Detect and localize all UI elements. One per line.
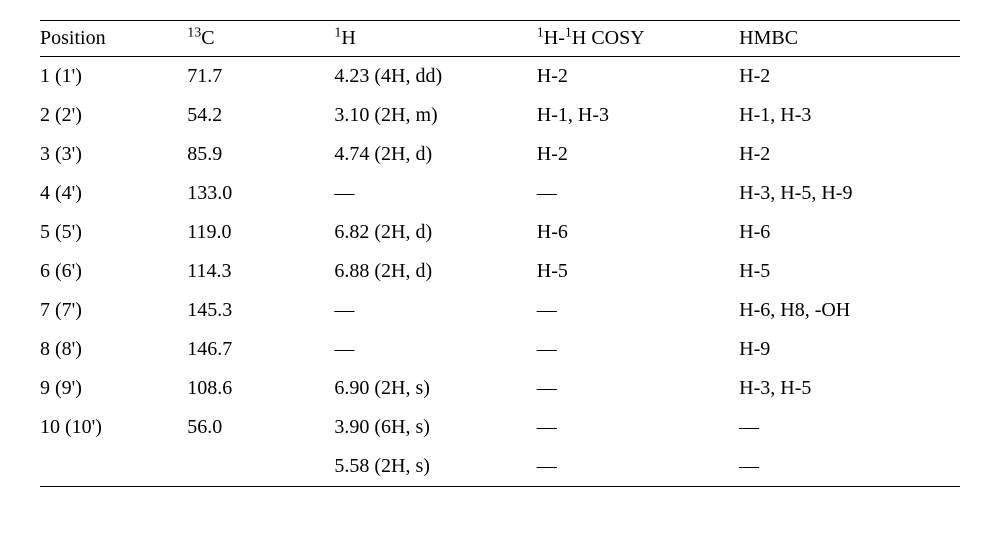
col-header-1h: 1H (334, 21, 536, 57)
table-row: 2 (2')54.23.10 (2H, m)H-1, H-3H-1, H-3 (40, 96, 960, 135)
table-cell: H-6, H8, -OH (739, 291, 960, 330)
table-cell: 4.23 (4H, dd) (334, 57, 536, 97)
table-row: 4 (4')133.0——H-3, H-5, H-9 (40, 174, 960, 213)
table-cell: 4.74 (2H, d) (334, 135, 536, 174)
col-label: C (201, 27, 214, 49)
col-label: H- (544, 27, 565, 49)
table-cell: H-9 (739, 330, 960, 369)
table-cell: 5.58 (2H, s) (334, 447, 536, 487)
table-cell: 4 (4') (40, 174, 187, 213)
col-header-hmbc: HMBC (739, 21, 960, 57)
col-sup: 13 (187, 25, 201, 40)
table-cell: 7 (7') (40, 291, 187, 330)
table-cell: H-2 (739, 135, 960, 174)
table-cell: — (334, 174, 536, 213)
col-label: HMBC (739, 27, 798, 49)
table-row: 3 (3')85.94.74 (2H, d)H-2H-2 (40, 135, 960, 174)
table-row: 1 (1')71.74.23 (4H, dd)H-2H-2 (40, 57, 960, 97)
table-body: 1 (1')71.74.23 (4H, dd)H-2H-22 (2')54.23… (40, 57, 960, 487)
table-row: 7 (7')145.3——H-6, H8, -OH (40, 291, 960, 330)
table-cell: 108.6 (187, 369, 334, 408)
table-cell: 145.3 (187, 291, 334, 330)
table-cell: 56.0 (187, 408, 334, 447)
table-cell: — (537, 408, 739, 447)
table-row: 6 (6')114.36.88 (2H, d)H-5H-5 (40, 252, 960, 291)
col-sup: 1 (537, 25, 544, 40)
col-header-cosy: 1H-1H COSY (537, 21, 739, 57)
table-cell: 6.82 (2H, d) (334, 213, 536, 252)
nmr-data-table: Position 13C 1H 1H-1H COSY HMBC 1 (1')71… (40, 20, 960, 487)
table-cell: 10 (10') (40, 408, 187, 447)
table-cell: H-1, H-3 (739, 96, 960, 135)
table-cell: H-5 (537, 252, 739, 291)
table-cell: 71.7 (187, 57, 334, 97)
table-row: 5.58 (2H, s)—— (40, 447, 960, 487)
table-cell: H-2 (739, 57, 960, 97)
table-cell: 1 (1') (40, 57, 187, 97)
table-cell: 8 (8') (40, 330, 187, 369)
table-cell: — (739, 447, 960, 487)
table-cell: H-3, H-5 (739, 369, 960, 408)
table-cell (40, 447, 187, 487)
table-cell: H-5 (739, 252, 960, 291)
table-row: 5 (5')119.06.82 (2H, d)H-6H-6 (40, 213, 960, 252)
table-cell: — (537, 330, 739, 369)
table-row: 9 (9')108.66.90 (2H, s)—H-3, H-5 (40, 369, 960, 408)
table-cell: H-6 (537, 213, 739, 252)
col-header-position: Position (40, 21, 187, 57)
col-label: H (341, 27, 355, 49)
table-cell: 6.90 (2H, s) (334, 369, 536, 408)
table-cell: — (537, 369, 739, 408)
table-cell: H-6 (739, 213, 960, 252)
table-cell: 6.88 (2H, d) (334, 252, 536, 291)
table-cell: 54.2 (187, 96, 334, 135)
table-cell: 2 (2') (40, 96, 187, 135)
table-cell: — (537, 291, 739, 330)
table-cell: — (537, 447, 739, 487)
col-label: Position (40, 27, 106, 49)
table-cell: — (334, 330, 536, 369)
table-header-row: Position 13C 1H 1H-1H COSY HMBC (40, 21, 960, 57)
col-header-13c: 13C (187, 21, 334, 57)
table-cell: — (537, 174, 739, 213)
table-cell: 85.9 (187, 135, 334, 174)
table-cell: — (334, 291, 536, 330)
table-cell: 119.0 (187, 213, 334, 252)
table-cell (187, 447, 334, 487)
table-cell: — (739, 408, 960, 447)
table-cell: 146.7 (187, 330, 334, 369)
col-sup2: 1 (565, 25, 572, 40)
col-suffix: H COSY (572, 27, 645, 49)
table-cell: H-1, H-3 (537, 96, 739, 135)
table-cell: 5 (5') (40, 213, 187, 252)
table-cell: H-2 (537, 57, 739, 97)
table-cell: 6 (6') (40, 252, 187, 291)
table-row: 10 (10')56.03.90 (6H, s)—— (40, 408, 960, 447)
table-cell: 114.3 (187, 252, 334, 291)
table-cell: 3 (3') (40, 135, 187, 174)
table-cell: 3.10 (2H, m) (334, 96, 536, 135)
table-cell: H-2 (537, 135, 739, 174)
table-cell: H-3, H-5, H-9 (739, 174, 960, 213)
table-cell: 3.90 (6H, s) (334, 408, 536, 447)
table-cell: 9 (9') (40, 369, 187, 408)
table-cell: 133.0 (187, 174, 334, 213)
table-row: 8 (8')146.7——H-9 (40, 330, 960, 369)
